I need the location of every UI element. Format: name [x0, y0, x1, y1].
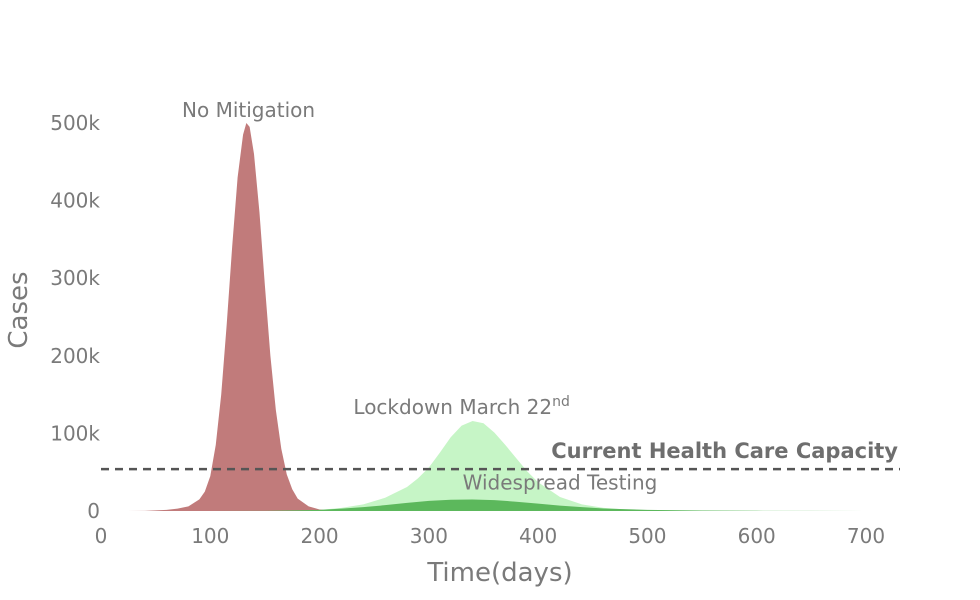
y-axis-title: Cases — [4, 271, 34, 348]
x-tick-label: 0 — [95, 524, 108, 548]
x-tick-label: 400 — [519, 524, 557, 548]
y-tick-label: 500k — [50, 111, 100, 135]
area-widespread-testing — [101, 499, 888, 511]
annotation-widespread-testing: Widespread Testing — [463, 470, 658, 494]
y-tick-label: 300k — [50, 266, 100, 290]
x-tick-label: 700 — [847, 524, 885, 548]
series-areas — [101, 123, 888, 511]
x-tick-label: 600 — [738, 524, 776, 548]
y-axis: 0 100k 200k 300k 400k 500k — [50, 111, 100, 523]
annotation-current-health-care-capacity: Current Health Care Capacity — [551, 439, 898, 463]
x-axis-title: Time(days) — [426, 558, 572, 588]
y-tick-label: 400k — [50, 189, 100, 213]
x-tick-label: 200 — [300, 524, 338, 548]
area-lockdown-march-22 — [101, 420, 888, 511]
x-tick-label: 100 — [191, 524, 229, 548]
y-tick-label: 200k — [50, 344, 100, 368]
x-tick-label: 500 — [628, 524, 666, 548]
annotation-no-mitigation: No Mitigation — [182, 98, 315, 122]
area-no-mitigation — [101, 123, 888, 511]
y-tick-label: 0 — [87, 499, 100, 523]
annotations: No Mitigation Lockdown March 22nd Widespre… — [182, 98, 898, 494]
x-tick-label: 300 — [410, 524, 448, 548]
y-tick-label: 100k — [50, 421, 100, 445]
x-axis: 0 100 200 300 400 500 600 700 — [95, 524, 885, 548]
annotation-lockdown-march-22: Lockdown March 22nd — [353, 394, 569, 419]
